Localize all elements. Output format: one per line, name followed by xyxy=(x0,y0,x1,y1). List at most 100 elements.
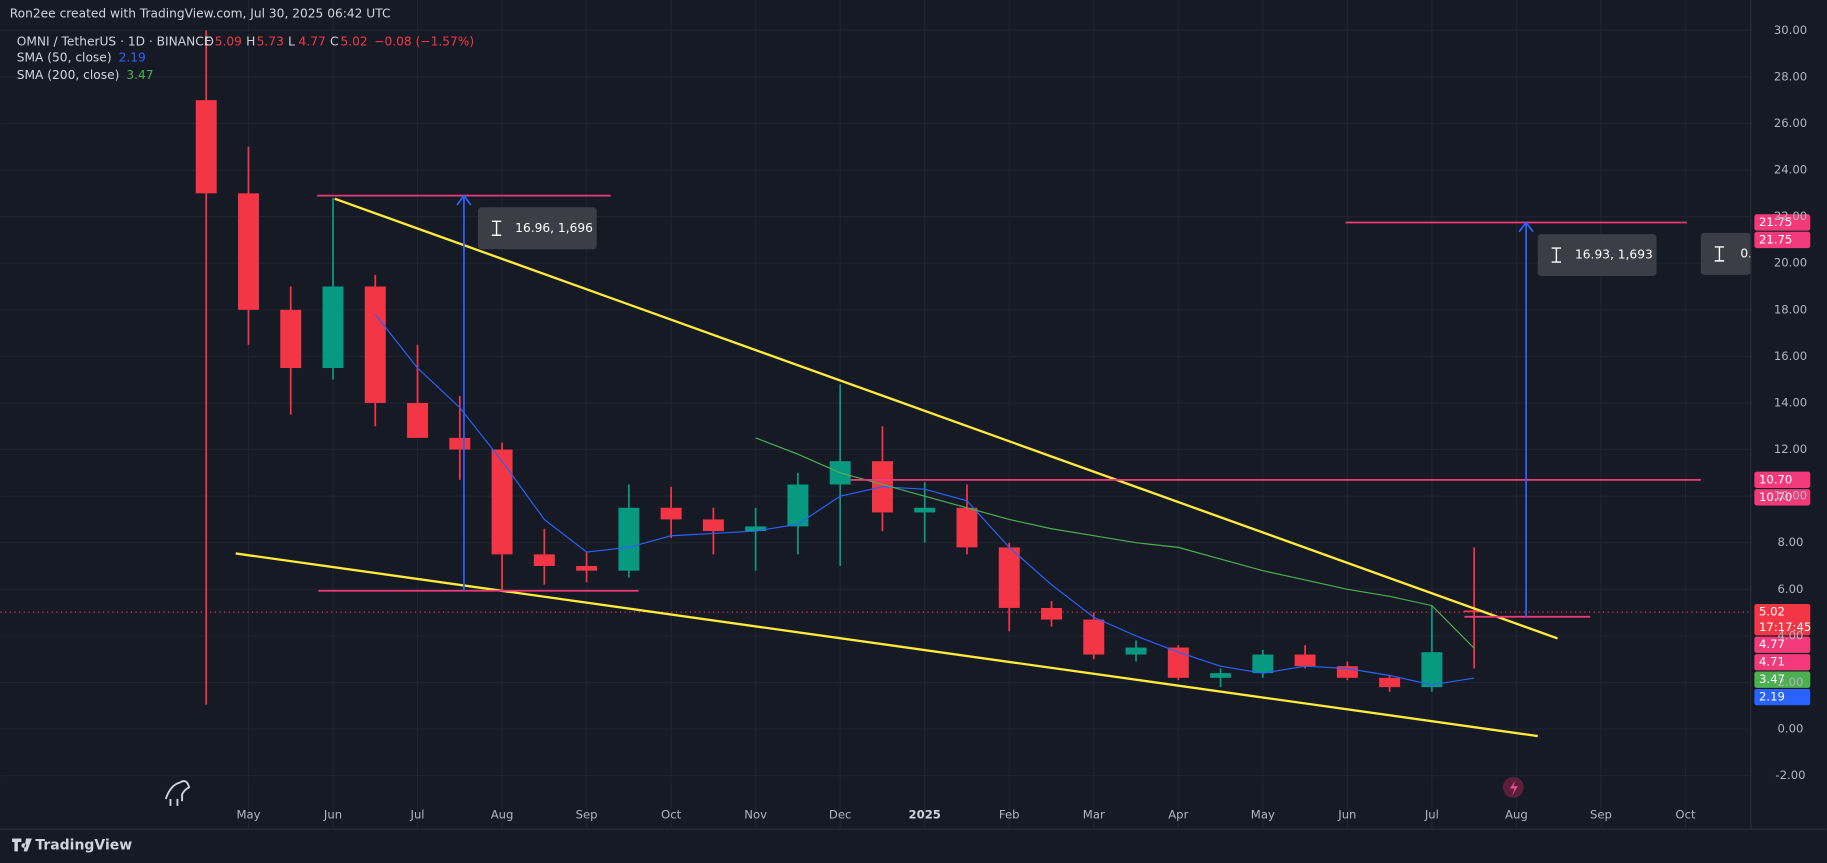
candle-body xyxy=(787,484,809,527)
measure-label: 16.93, 1,693 xyxy=(1575,248,1653,262)
y-tick-label: 10.00 xyxy=(1774,489,1807,503)
x-tick-label: Apr xyxy=(1168,808,1188,822)
candle-body xyxy=(618,507,640,571)
candle-body xyxy=(237,193,259,310)
price-badge xyxy=(1754,471,1811,488)
y-tick-label: 18.00 xyxy=(1774,302,1807,316)
candle-body xyxy=(1210,673,1232,678)
y-tick-label: 22.00 xyxy=(1774,209,1807,223)
y-tick-label: 24.00 xyxy=(1774,163,1807,177)
candle-body xyxy=(1252,654,1274,674)
candle-body xyxy=(491,449,513,555)
price-badge xyxy=(1754,671,1811,688)
x-tick-label: Sep xyxy=(576,808,598,822)
tv-logo xyxy=(12,838,32,852)
ohlc-key: L xyxy=(288,34,295,48)
y-tick-label: 28.00 xyxy=(1774,69,1807,83)
ohlc-value: 5.09 xyxy=(215,34,242,48)
price-badge-label: 3.47 xyxy=(1759,672,1785,686)
dino-icon xyxy=(164,780,191,806)
price-badge xyxy=(1754,654,1811,671)
candle-body xyxy=(745,526,767,532)
y-tick-label: 26.00 xyxy=(1774,116,1807,130)
x-tick-label: Oct xyxy=(661,808,682,822)
candle-body xyxy=(1041,607,1062,620)
price-badge xyxy=(1754,603,1811,636)
price-badge xyxy=(1754,689,1811,706)
y-tick-label: 12.00 xyxy=(1774,442,1807,456)
x-tick-label: Jun xyxy=(323,808,342,822)
candle-body xyxy=(1379,677,1401,688)
candle-body xyxy=(1336,666,1358,678)
candle-body xyxy=(533,554,555,567)
trendline xyxy=(334,197,1558,640)
candle-body xyxy=(195,100,217,194)
price-badge xyxy=(1754,214,1811,231)
legend-value: 2.19 xyxy=(119,51,146,65)
candle-body xyxy=(407,402,429,438)
candle-body xyxy=(364,286,386,403)
x-tick-label: Jun xyxy=(1337,808,1356,822)
y-tick-label: 4.00 xyxy=(1778,628,1804,642)
candle-body xyxy=(998,547,1020,608)
candle-body xyxy=(660,507,682,520)
price-badge-label: 2.19 xyxy=(1759,690,1785,704)
measure-icon xyxy=(1551,247,1562,263)
x-tick-label: Jul xyxy=(1424,808,1439,822)
candle-body xyxy=(1421,652,1443,688)
x-tick-label: Nov xyxy=(744,808,767,822)
x-tick-label: Mar xyxy=(1083,808,1105,822)
measure-box xyxy=(1537,234,1657,277)
legend: SMA (50, close) 2.19 SMA (200, close) 3.47 xyxy=(17,51,154,82)
candle-body xyxy=(702,519,724,532)
trendline xyxy=(235,552,1538,738)
candle-body xyxy=(1294,654,1316,667)
measure-label-clipped: 0. xyxy=(1740,246,1752,260)
price-badge-label: 21.75 xyxy=(1759,215,1792,229)
y-tick-label: 8.00 xyxy=(1778,535,1804,549)
ohlc-change: −0.08 (−1.57%) xyxy=(374,34,474,48)
sma-line xyxy=(755,437,1475,649)
y-tick-label: 30.00 xyxy=(1774,23,1807,37)
countdown: 17:17:45 xyxy=(1759,620,1811,634)
measure-box xyxy=(1700,232,1751,275)
y-tick-label: 20.00 xyxy=(1774,256,1807,270)
symbol: OMNI / TetherUS · 1D · BINANCE xyxy=(17,34,212,48)
measure-icon xyxy=(1714,246,1725,262)
y-tick-label: 14.00 xyxy=(1774,395,1807,409)
arrow-head xyxy=(1518,220,1534,233)
x-tick-label: Oct xyxy=(1675,808,1696,822)
y-tick-label: 0.00 xyxy=(1778,722,1804,736)
candle-body xyxy=(322,286,344,369)
candle-body xyxy=(956,507,978,548)
plot-area: 16.96, 1,696 16.93, 1,693 0. xyxy=(0,30,1752,738)
ohlc-key: O xyxy=(204,34,214,48)
price-badge-label: 4.77 xyxy=(1759,637,1785,651)
ohlc-value: 5.73 xyxy=(257,34,284,48)
candle-body xyxy=(449,437,471,450)
candle-body xyxy=(280,309,302,369)
price-badge-label: 21.75 xyxy=(1759,232,1792,246)
lightning-icon xyxy=(1502,776,1524,798)
measure-box xyxy=(477,207,597,250)
ohlc-value: 5.02 xyxy=(340,34,367,48)
ohlc-legend: O 5.09 H 5.73 L 4.77 C 5.02 −0.08 (−1.57%) xyxy=(204,34,474,48)
candle-body xyxy=(1167,647,1189,678)
measure-label: 16.96, 1,696 xyxy=(515,221,593,235)
candle-body xyxy=(914,507,936,513)
y-tick-label: 6.00 xyxy=(1778,582,1804,596)
price-badge xyxy=(1754,636,1811,653)
credit: Ron2ee created with TradingView.com, Jul… xyxy=(10,6,391,20)
ohlc-value: 4.77 xyxy=(299,34,326,48)
legend-name: SMA (200, close) xyxy=(17,68,120,82)
ohlc-key: H xyxy=(246,34,255,48)
price-badge-label: 5.02 xyxy=(1759,605,1785,619)
legend-name: SMA (50, close) xyxy=(17,51,112,65)
price-badge xyxy=(1754,231,1811,249)
x-tick-label: May xyxy=(236,808,260,822)
ohlc-key: C xyxy=(330,34,339,48)
y-tick-label: 2.00 xyxy=(1778,675,1804,689)
